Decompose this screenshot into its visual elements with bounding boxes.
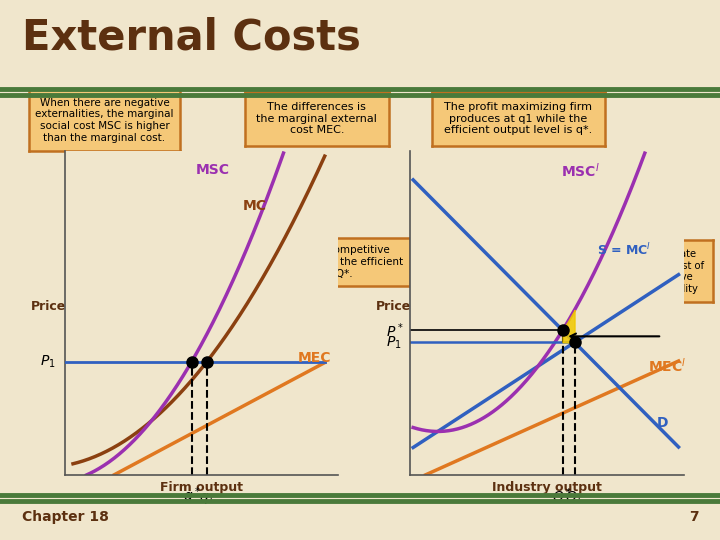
Text: $Q^*$: $Q^*$ bbox=[552, 486, 572, 505]
Text: $q_1$: $q_1$ bbox=[199, 491, 215, 506]
Text: When there are negative
externalities, the marginal
social cost MSC is higher
th: When there are negative externalities, t… bbox=[35, 98, 174, 143]
Text: $Q_1$: $Q_1$ bbox=[565, 489, 584, 505]
Text: D: D bbox=[657, 416, 668, 430]
Text: $P_1$: $P_1$ bbox=[386, 334, 401, 350]
Text: 7: 7 bbox=[689, 510, 698, 524]
X-axis label: Firm output: Firm output bbox=[160, 481, 243, 494]
Text: $q^*$: $q^*$ bbox=[183, 485, 200, 507]
Text: MC: MC bbox=[243, 199, 266, 213]
Text: Aggregate
social cost of
negative
externality: Aggregate social cost of negative extern… bbox=[639, 249, 704, 294]
Text: MEC: MEC bbox=[297, 351, 331, 365]
Text: MSC$^I$: MSC$^I$ bbox=[561, 161, 600, 180]
Y-axis label: Price: Price bbox=[376, 300, 411, 313]
Text: S = MC$^I$: S = MC$^I$ bbox=[597, 241, 651, 258]
Text: Chapter 18: Chapter 18 bbox=[22, 510, 109, 524]
Text: The profit maximizing firm
produces at q1 while the
efficient output level is q*: The profit maximizing firm produces at q… bbox=[444, 102, 593, 136]
Text: $P^*$: $P^*$ bbox=[386, 321, 403, 340]
Text: External Costs: External Costs bbox=[22, 16, 361, 58]
Text: MEC$^I$: MEC$^I$ bbox=[649, 356, 687, 375]
Text: The industry competitive
output is Q₁ while the efficient
level is Q*.: The industry competitive output is Q₁ wh… bbox=[244, 245, 404, 279]
Text: The differences is
the marginal external
cost MEC.: The differences is the marginal external… bbox=[256, 102, 377, 136]
X-axis label: Industry output: Industry output bbox=[492, 481, 602, 494]
Text: MSC: MSC bbox=[196, 163, 230, 177]
Text: $P_1$: $P_1$ bbox=[40, 354, 55, 370]
Y-axis label: Price: Price bbox=[30, 300, 66, 313]
